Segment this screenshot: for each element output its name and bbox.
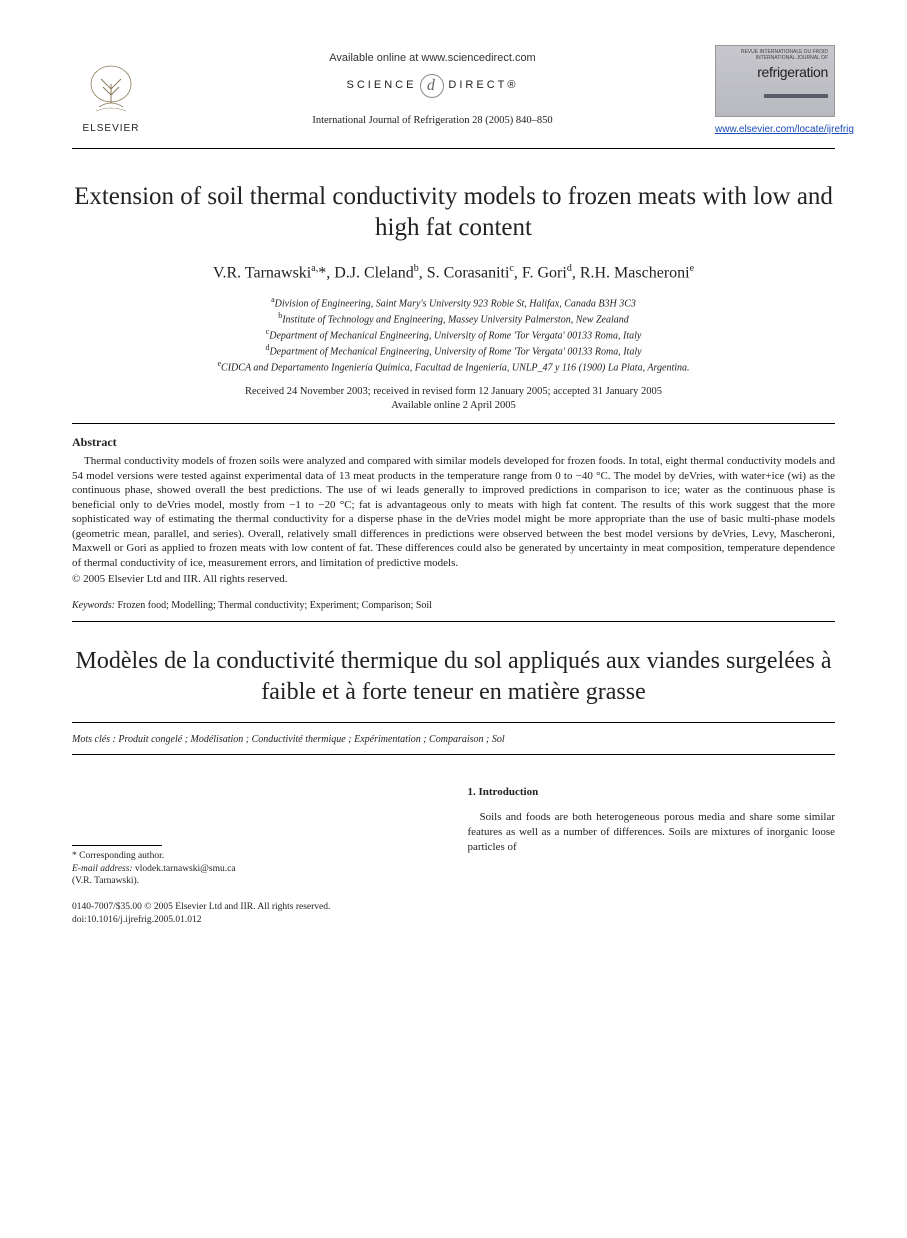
abstract-heading: Abstract (72, 434, 835, 450)
affiliation-d: dDepartment of Mechanical Engineering, U… (72, 343, 835, 359)
article-title: Extension of soil thermal conductivity m… (72, 181, 835, 244)
sd-text-right: DIRECT® (448, 78, 518, 93)
journal-cover: REVUE INTERNATIONALE DU FROID INTERNATIO… (715, 45, 835, 140)
journal-cover-box: REVUE INTERNATIONALE DU FROID INTERNATIO… (715, 45, 835, 117)
citation-line: International Journal of Refrigeration 2… (150, 114, 715, 128)
journal-homepage-link[interactable]: www.elsevier.com/locate/ijrefrig (715, 123, 835, 137)
keywords-list: Frozen food; Modelling; Thermal conducti… (115, 600, 432, 611)
corr-email-line: E-mail address: vlodek.tarnawski@smu.ca (72, 863, 440, 875)
cover-bar-icon (764, 94, 828, 98)
french-title: Modèles de la conductivité thermique du … (72, 646, 835, 708)
email-label: E-mail address: (72, 864, 133, 874)
abstract-text: Thermal conductivity models of frozen so… (72, 454, 835, 570)
introduction-paragraph: Soils and foods are both heterogeneous p… (468, 810, 836, 855)
footer-pricing-line: 0140-7007/$35.00 © 2005 Elsevier Ltd and… (72, 901, 835, 913)
sd-circle-icon: d (420, 74, 444, 98)
header-rule (72, 148, 835, 149)
footer-doi-line: doi:10.1016/j.ijrefrig.2005.01.012 (72, 914, 835, 926)
corr-author-name: (V.R. Tarnawski). (72, 875, 440, 887)
introduction-heading: 1. Introduction (468, 785, 836, 800)
elsevier-name: ELSEVIER (83, 122, 140, 136)
cover-title: refrigeration (722, 63, 828, 82)
affiliation-b: bInstitute of Technology and Engineering… (72, 311, 835, 327)
article-dates: Received 24 November 2003; received in r… (72, 385, 835, 413)
elsevier-tree-icon (81, 59, 141, 119)
elsevier-logo: ELSEVIER (72, 45, 150, 135)
page-footer: 0140-7007/$35.00 © 2005 Elsevier Ltd and… (72, 901, 835, 926)
sd-text-left: SCIENCE (347, 78, 417, 93)
corr-author-label: * Corresponding author. (72, 850, 440, 862)
sciencedirect-logo: SCIENCE d DIRECT® (347, 74, 519, 98)
cover-subtitle-2: INTERNATIONAL JOURNAL OF (722, 56, 828, 62)
left-column: * Corresponding author. E-mail address: … (72, 785, 440, 887)
copyright-line: © 2005 Elsevier Ltd and IIR. All rights … (72, 572, 835, 587)
header-center: Available online at www.sciencedirect.co… (150, 45, 715, 128)
french-top-rule (72, 722, 835, 723)
corresponding-author-footnote: * Corresponding author. E-mail address: … (72, 850, 440, 887)
affiliation-e: eCIDCA and Departamento Ingeniería Quími… (72, 359, 835, 375)
french-bottom-rule (72, 754, 835, 755)
available-online-text: Available online at www.sciencedirect.co… (150, 51, 715, 66)
affiliation-a: aDivision of Engineering, Saint Mary's U… (72, 295, 835, 311)
email-value: vlodek.tarnawski@smu.ca (133, 864, 236, 874)
footnote-rule (72, 845, 162, 846)
abstract-top-rule (72, 423, 835, 424)
article-header: ELSEVIER Available online at www.science… (72, 45, 835, 140)
keywords-row: Keywords: Frozen food; Modelling; Therma… (72, 599, 835, 613)
french-keywords-list: Produit congelé ; Modélisation ; Conduct… (116, 734, 505, 745)
french-keywords-row: Mots clés : Produit congelé ; Modélisati… (72, 733, 835, 747)
dates-online: Available online 2 April 2005 (72, 399, 835, 413)
authors-line: V.R. Tarnawskia,*, D.J. Clelandb, S. Cor… (72, 262, 835, 284)
body-columns: * Corresponding author. E-mail address: … (72, 785, 835, 887)
affiliations: aDivision of Engineering, Saint Mary's U… (72, 295, 835, 374)
french-keywords-label: Mots clés : (72, 734, 116, 745)
dates-received: Received 24 November 2003; received in r… (72, 385, 835, 399)
affiliation-c: cDepartment of Mechanical Engineering, U… (72, 327, 835, 343)
right-column: 1. Introduction Soils and foods are both… (468, 785, 836, 887)
keywords-label: Keywords: (72, 600, 115, 611)
keywords-rule (72, 621, 835, 622)
